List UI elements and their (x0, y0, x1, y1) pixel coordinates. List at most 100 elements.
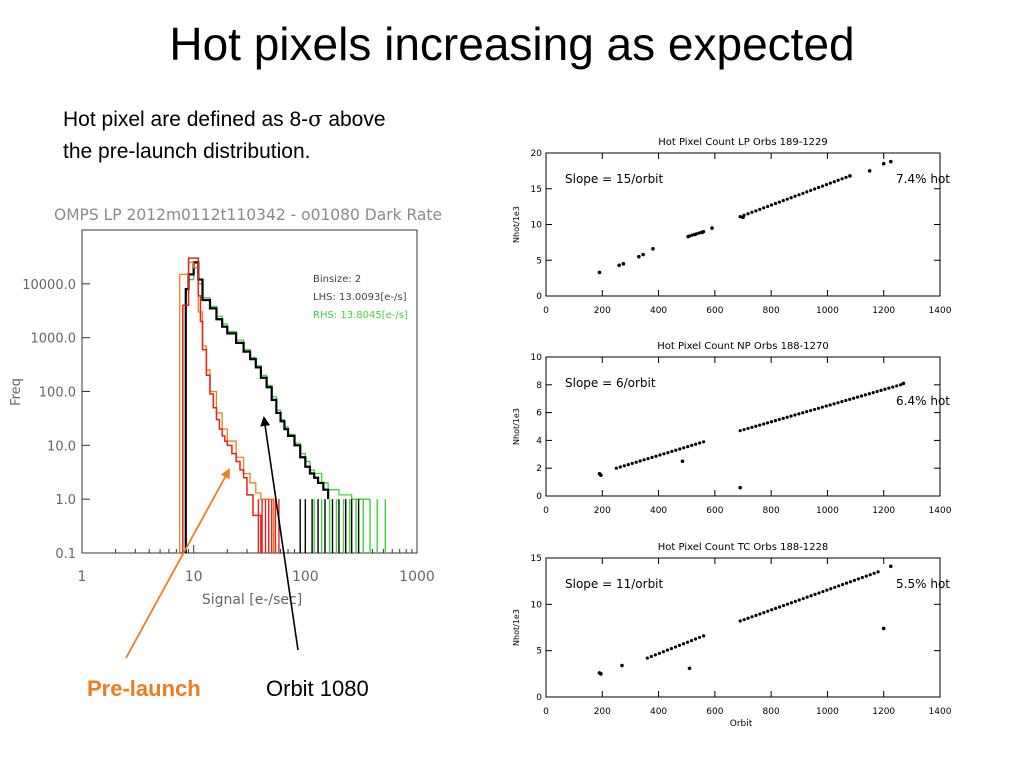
scatter-point (789, 196, 793, 200)
scatter-y-tick-label: 20 (531, 149, 543, 159)
scatter-point (650, 455, 654, 459)
scatter-point (785, 197, 789, 201)
scatter-slope-annotation: Slope = 6/orbit (565, 376, 656, 390)
scatter-point (680, 459, 685, 464)
scatter-point (820, 184, 825, 188)
scatter-point (844, 175, 848, 179)
histogram-y-tick-label: 100.0 (39, 386, 76, 401)
histogram-x-tick-label: 1 (78, 569, 87, 585)
scatter-y-tick-label: 0 (536, 693, 542, 703)
scatter-y-tick-label: 0 (536, 292, 542, 302)
histogram-series-prelaunch-orange (176, 261, 275, 553)
scatter-point (817, 591, 821, 595)
scatter-point (661, 650, 665, 654)
scatter-x-tick-label: 200 (594, 506, 611, 516)
scatter-x-tick-label: 1200 (872, 506, 895, 516)
scatter-x-tick-label: 600 (706, 306, 723, 316)
scatter-point (868, 573, 872, 577)
scatter-point (793, 194, 797, 198)
scatter-point (765, 421, 770, 425)
scatter-point (774, 606, 778, 610)
scatter-point (809, 594, 813, 598)
scatter-point (805, 595, 809, 599)
scatter-point (855, 395, 860, 399)
scatter-x-tick-label: 0 (543, 707, 549, 717)
scatter-point (785, 602, 790, 606)
scatter-point (654, 454, 658, 458)
scatter-point (750, 210, 754, 214)
scatter-point (875, 389, 879, 394)
scatter-x-tick-label: 800 (763, 506, 780, 516)
scatter-x-tick-label: 1400 (929, 306, 952, 316)
scatter-slope-annotation: Slope = 11/orbit (565, 577, 664, 591)
scatter-y-axis-label: Nhot/1e3 (512, 609, 521, 646)
scatter-point (702, 440, 706, 444)
scatter-slope-annotation: Slope = 15/orbit (565, 172, 664, 186)
scatter-point (754, 424, 758, 428)
scatter-x-tick-label: 800 (763, 707, 780, 717)
scatter-point (777, 200, 781, 204)
scatter-point (867, 169, 872, 173)
scatter-point (895, 384, 899, 388)
scatter-x-tick-label: 400 (650, 707, 667, 717)
scatter-point (746, 616, 750, 620)
scatter-point (742, 213, 746, 217)
histogram-y-tick-label: 10.0 (47, 439, 76, 454)
scatter-x-tick-label: 1000 (816, 506, 839, 516)
scatter-point (773, 201, 778, 206)
scatter-point (829, 587, 833, 591)
scatter-point (626, 462, 630, 467)
scatter-point (662, 452, 666, 456)
histogram-annotation: RHS: 13.8045[e-/s] (313, 310, 408, 321)
scatter-point (887, 386, 891, 390)
scatter-title: Hot Pixel Count TC Orbs 188-1228 (658, 542, 828, 553)
scatter-point (770, 608, 774, 612)
scatter-point (738, 619, 742, 623)
scatter-point (599, 672, 603, 676)
scatter-point (773, 419, 777, 423)
scatter-point (781, 416, 785, 420)
scatter-point (848, 580, 853, 584)
scatter-point (738, 485, 742, 490)
scatter-point (698, 441, 702, 445)
scatter-point (841, 582, 845, 587)
scatter-point (738, 215, 742, 219)
scatter-point (852, 578, 857, 582)
scatter-point (793, 599, 797, 603)
scatter-point (809, 188, 813, 193)
scatter-point (689, 639, 694, 643)
scatter-point (687, 666, 692, 671)
scatter-x-tick-label: 1200 (872, 707, 895, 717)
scatter-point (657, 651, 661, 655)
scatter-y-tick-label: 4 (536, 436, 542, 446)
histogram-series-orbit-black (182, 261, 330, 553)
scatter-point (762, 206, 766, 210)
scatter-point (813, 592, 817, 596)
scatter-point (742, 618, 746, 622)
scatter-point (789, 414, 793, 418)
scatter-point (690, 443, 694, 447)
scatter-point (597, 270, 602, 275)
intro-rest: above (322, 108, 386, 131)
scatter-point (769, 203, 774, 207)
scatter-point (789, 601, 794, 605)
scatter-x-tick-label: 1200 (872, 306, 895, 316)
scatter-point (840, 399, 844, 404)
scatter-point (658, 453, 662, 457)
orbit-callout: Orbit 1080 (266, 676, 369, 701)
scatter-point (777, 605, 782, 609)
sigma-symbol: σ (308, 107, 323, 131)
scatter-point (777, 417, 781, 422)
scatter-point (673, 645, 678, 649)
scatter-point (801, 596, 805, 601)
scatter-point (881, 626, 886, 631)
scatter-y-tick-label: 15 (531, 554, 542, 564)
scatter-point (836, 178, 840, 182)
scatter-frame (545, 356, 941, 497)
scatter-point (686, 444, 690, 449)
scatter-point (863, 393, 867, 397)
scatter-point (758, 612, 762, 616)
scatter-point (793, 413, 797, 417)
histogram-series-prelaunch-red (179, 257, 262, 553)
scatter-point (766, 609, 770, 613)
